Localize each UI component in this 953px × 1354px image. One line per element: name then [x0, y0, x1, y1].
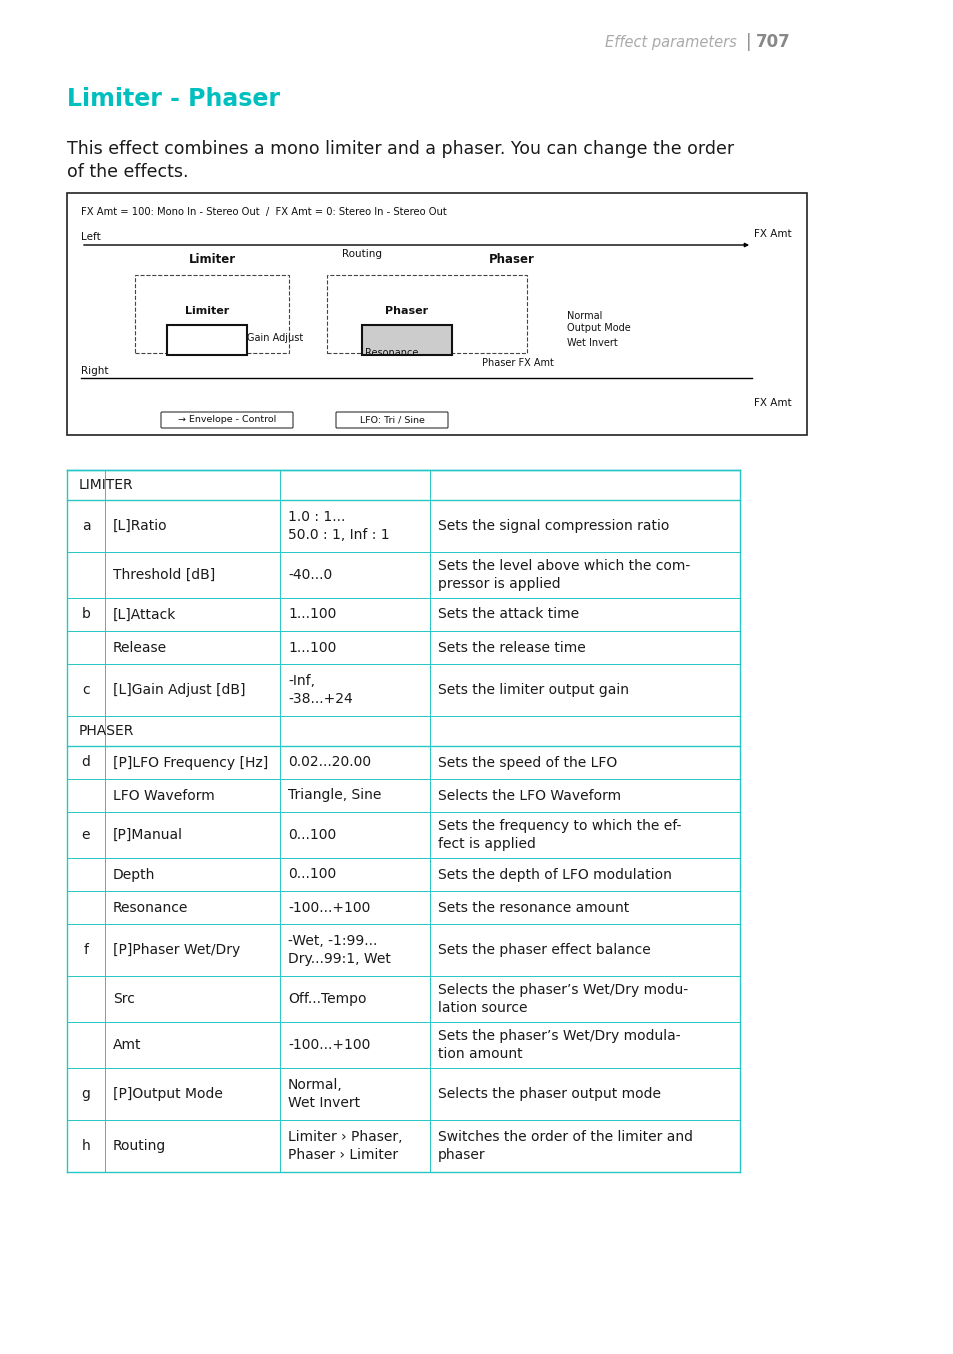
- Text: Triangle, Sine: Triangle, Sine: [288, 788, 381, 803]
- Text: Effect parameters: Effect parameters: [604, 34, 736, 50]
- Text: Sets the frequency to which the ef-
fect is applied: Sets the frequency to which the ef- fect…: [437, 819, 680, 850]
- Bar: [361, 325, 452, 355]
- Text: -40...0: -40...0: [288, 567, 332, 582]
- Text: Src: Src: [112, 992, 134, 1006]
- Text: This effect combines a mono limiter and a phaser. You can change the order: This effect combines a mono limiter and …: [67, 139, 734, 158]
- Text: Limiter - Phaser: Limiter - Phaser: [67, 87, 280, 111]
- Text: PHASER: PHASER: [79, 724, 134, 738]
- Text: [L]Ratio: [L]Ratio: [112, 519, 168, 533]
- Text: 707: 707: [755, 32, 790, 51]
- Text: [P]Output Mode: [P]Output Mode: [112, 1087, 223, 1101]
- Text: Output Mode: Output Mode: [566, 324, 630, 333]
- Text: h: h: [82, 1139, 91, 1154]
- Text: Limiter › Phaser,
Phaser › Limiter: Limiter › Phaser, Phaser › Limiter: [288, 1131, 402, 1162]
- Text: e: e: [82, 829, 91, 842]
- Text: LIMITER: LIMITER: [79, 478, 133, 492]
- Text: f: f: [84, 942, 89, 957]
- Bar: [135, 275, 289, 353]
- Text: Selects the phaser’s Wet/Dry modu-
lation source: Selects the phaser’s Wet/Dry modu- latio…: [437, 983, 687, 1014]
- Text: Limiter: Limiter: [185, 306, 229, 315]
- Text: Phaser: Phaser: [489, 253, 535, 265]
- Text: Switches the order of the limiter and
phaser: Switches the order of the limiter and ph…: [437, 1131, 692, 1162]
- Text: Threshold [dB]: Threshold [dB]: [112, 567, 215, 582]
- Text: Resonance: Resonance: [365, 348, 418, 357]
- Text: d: d: [81, 756, 91, 769]
- Text: c: c: [82, 682, 90, 697]
- Text: Sets the phaser’s Wet/Dry modula-
tion amount: Sets the phaser’s Wet/Dry modula- tion a…: [437, 1029, 679, 1060]
- Text: of the effects.: of the effects.: [67, 162, 189, 181]
- Text: Sets the limiter output gain: Sets the limiter output gain: [437, 682, 628, 697]
- Text: 0...100: 0...100: [288, 868, 335, 881]
- Text: Wet Invert: Wet Invert: [566, 338, 618, 348]
- Text: Phaser FX Amt: Phaser FX Amt: [481, 357, 554, 368]
- Text: [P]LFO Frequency [Hz]: [P]LFO Frequency [Hz]: [112, 756, 268, 769]
- Bar: [67, 194, 806, 435]
- Text: [L]Attack: [L]Attack: [112, 608, 176, 621]
- Text: → Envelope - Control: → Envelope - Control: [177, 416, 275, 425]
- Text: Sets the depth of LFO modulation: Sets the depth of LFO modulation: [437, 868, 671, 881]
- FancyBboxPatch shape: [335, 412, 448, 428]
- Text: Sets the level above which the com-
pressor is applied: Sets the level above which the com- pres…: [437, 559, 690, 590]
- Text: Normal: Normal: [566, 311, 601, 321]
- Text: Sets the resonance amount: Sets the resonance amount: [437, 900, 629, 914]
- Bar: [327, 275, 526, 353]
- Text: Phaser: Phaser: [385, 306, 428, 315]
- Text: Sets the phaser effect balance: Sets the phaser effect balance: [437, 942, 650, 957]
- Text: -100...+100: -100...+100: [288, 1039, 370, 1052]
- Text: Routing: Routing: [112, 1139, 166, 1154]
- Text: Normal,
Wet Invert: Normal, Wet Invert: [288, 1078, 359, 1110]
- Text: g: g: [81, 1087, 91, 1101]
- Text: |: |: [745, 32, 751, 51]
- Text: [L]Gain Adjust [dB]: [L]Gain Adjust [dB]: [112, 682, 245, 697]
- Text: LFO Waveform: LFO Waveform: [112, 788, 214, 803]
- Text: Left: Left: [81, 232, 101, 242]
- Text: b: b: [81, 608, 91, 621]
- Text: FX Amt = 100: Mono In - Stereo Out  /  FX Amt = 0: Stereo In - Stereo Out: FX Amt = 100: Mono In - Stereo Out / FX …: [81, 207, 446, 217]
- Text: Sets the signal compression ratio: Sets the signal compression ratio: [437, 519, 669, 533]
- Text: Selects the LFO Waveform: Selects the LFO Waveform: [437, 788, 620, 803]
- Text: -Inf,
-38...+24: -Inf, -38...+24: [288, 674, 353, 705]
- Text: Limiter: Limiter: [189, 253, 235, 265]
- Text: 1...100: 1...100: [288, 640, 336, 654]
- Text: Amt: Amt: [112, 1039, 141, 1052]
- Text: Resonance: Resonance: [112, 900, 188, 914]
- Text: Right: Right: [81, 366, 109, 376]
- Text: [P]Manual: [P]Manual: [112, 829, 183, 842]
- Text: Selects the phaser output mode: Selects the phaser output mode: [437, 1087, 660, 1101]
- Text: Sets the release time: Sets the release time: [437, 640, 585, 654]
- Text: FX Amt: FX Amt: [754, 229, 791, 240]
- Text: -100...+100: -100...+100: [288, 900, 370, 914]
- Text: LFO: Tri / Sine: LFO: Tri / Sine: [359, 416, 424, 425]
- Text: FX Amt: FX Amt: [754, 398, 791, 408]
- Text: a: a: [82, 519, 91, 533]
- Bar: [67, 470, 740, 1354]
- Bar: [167, 325, 247, 355]
- Text: Depth: Depth: [112, 868, 155, 881]
- Text: 1.0 : 1...
50.0 : 1, Inf : 1: 1.0 : 1... 50.0 : 1, Inf : 1: [288, 510, 389, 542]
- Text: Off...Tempo: Off...Tempo: [288, 992, 366, 1006]
- Text: 1...100: 1...100: [288, 608, 336, 621]
- Text: 0.02...20.00: 0.02...20.00: [288, 756, 371, 769]
- Text: Sets the speed of the LFO: Sets the speed of the LFO: [437, 756, 617, 769]
- Text: 0...100: 0...100: [288, 829, 335, 842]
- Text: Release: Release: [112, 640, 167, 654]
- Text: -Wet, -1:99...
Dry...99:1, Wet: -Wet, -1:99... Dry...99:1, Wet: [288, 934, 391, 965]
- Text: Gain Adjust: Gain Adjust: [247, 333, 303, 343]
- Text: [P]Phaser Wet/Dry: [P]Phaser Wet/Dry: [112, 942, 240, 957]
- FancyBboxPatch shape: [161, 412, 293, 428]
- Text: Sets the attack time: Sets the attack time: [437, 608, 578, 621]
- Text: Routing: Routing: [341, 249, 381, 259]
